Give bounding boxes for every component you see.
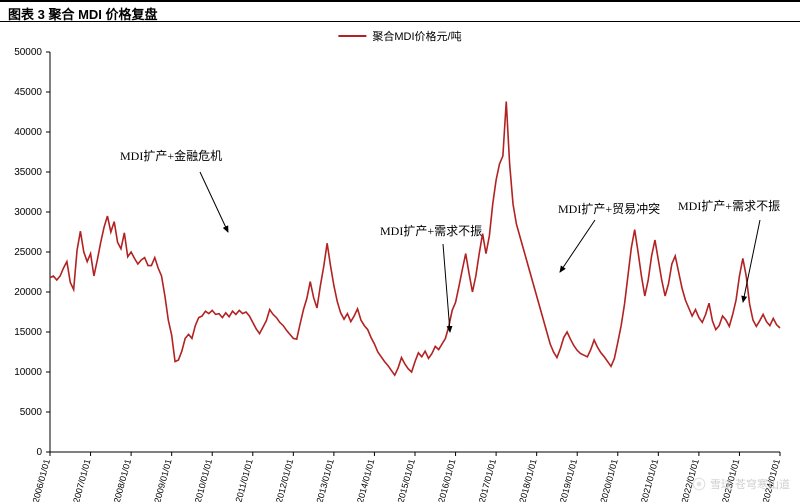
svg-text:2023/01/01: 2023/01/01 xyxy=(720,458,741,502)
x-axis: 2006/01/01 2007/01/01 2008/01/01 2009/01/01… xyxy=(31,452,782,502)
svg-text:2007/01/01: 2007/01/01 xyxy=(71,458,92,502)
legend-label: 聚合MDI价格元/吨 xyxy=(372,28,461,44)
plot-area: 0500010000150002000025000300003500040000… xyxy=(50,52,780,452)
svg-text:2006/01/01: 2006/01/01 xyxy=(31,458,52,502)
svg-text:2008/01/01: 2008/01/01 xyxy=(112,458,133,502)
chart-title: 图表 3 聚合 MDI 价格复盘 xyxy=(0,0,800,22)
svg-text:15000: 15000 xyxy=(14,327,42,338)
chart-container: 图表 3 聚合 MDI 价格复盘 聚合MDI价格元/吨 0 5000 10000 15… xyxy=(0,0,800,502)
svg-text:2015/01/01: 2015/01/01 xyxy=(396,458,417,502)
annotation-label: MDI扩产+贸易冲突 xyxy=(558,200,660,217)
svg-text:2021/01/01: 2021/01/01 xyxy=(639,458,660,502)
svg-text:0: 0 xyxy=(36,447,42,458)
svg-text:10000: 10000 xyxy=(14,367,42,378)
svg-text:30000: 30000 xyxy=(14,207,42,218)
svg-text:20000: 20000 xyxy=(14,287,42,298)
svg-text:2017/01/01: 2017/01/01 xyxy=(477,458,498,502)
annotation-label: MDI扩产+需求不振 xyxy=(380,222,482,239)
svg-text:35000: 35000 xyxy=(14,167,42,178)
svg-text:2020/01/01: 2020/01/01 xyxy=(598,458,619,502)
svg-text:45000: 45000 xyxy=(14,87,42,98)
svg-text:2016/01/01: 2016/01/01 xyxy=(436,458,457,502)
svg-text:2022/01/01: 2022/01/01 xyxy=(680,458,701,502)
svg-text:2012/01/01: 2012/01/01 xyxy=(274,458,295,502)
svg-text:2019/01/01: 2019/01/01 xyxy=(558,458,579,502)
annotation-label: MDI扩产+需求不振 xyxy=(678,197,780,214)
annotation-label: MDI扩产+金融危机 xyxy=(120,147,222,164)
svg-text:5000: 5000 xyxy=(20,407,43,418)
legend-swatch xyxy=(338,35,366,37)
svg-text:25000: 25000 xyxy=(14,247,42,258)
svg-text:2014/01/01: 2014/01/01 xyxy=(355,458,376,502)
chart-svg: 0500010000150002000025000300003500040000… xyxy=(50,52,780,492)
svg-text:50000: 50000 xyxy=(14,47,42,58)
y-axis: 0 5000 10000 15000 20000 25000 30000 35000 40000… xyxy=(14,47,50,458)
svg-text:2013/01/01: 2013/01/01 xyxy=(315,458,336,502)
legend: 聚合MDI价格元/吨 xyxy=(338,28,461,44)
svg-text:2009/01/01: 2009/01/01 xyxy=(152,458,173,502)
svg-text:2011/01/01: 2011/01/01 xyxy=(234,458,255,502)
svg-text:2018/01/01: 2018/01/01 xyxy=(517,458,538,502)
svg-text:2024/01/01: 2024/01/01 xyxy=(761,458,782,502)
svg-text:40000: 40000 xyxy=(14,127,42,138)
svg-text:2010/01/01: 2010/01/01 xyxy=(193,458,214,502)
